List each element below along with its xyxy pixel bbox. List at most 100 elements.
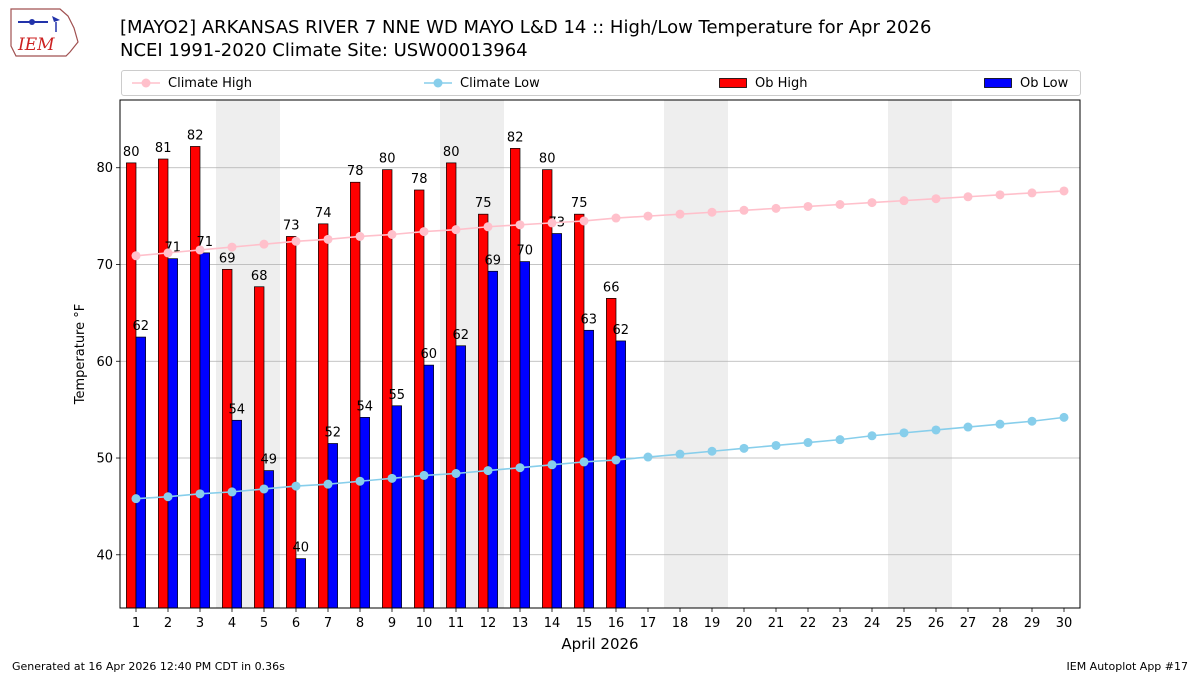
ob-low-bar bbox=[519, 261, 530, 609]
legend: Climate High Climate Low Ob High Ob Low bbox=[121, 70, 1081, 96]
ob-low-bar bbox=[423, 364, 434, 609]
legend-climate-high: Climate High bbox=[132, 71, 252, 95]
weekend-band bbox=[920, 100, 952, 608]
ob-high-bar bbox=[350, 181, 361, 609]
x-tick-label: 26 bbox=[928, 616, 945, 631]
ob-low-bar-label: 70 bbox=[517, 244, 534, 259]
chart-subtitle: NCEI 1991-2020 Climate Site: USW00013964 bbox=[120, 40, 528, 61]
ob-high-bar-label: 66 bbox=[603, 280, 620, 295]
climate-high-point bbox=[355, 231, 365, 241]
ob-high-bar bbox=[510, 148, 521, 609]
weekend-band bbox=[888, 100, 920, 608]
x-tick-label: 21 bbox=[768, 616, 785, 631]
climate-low-point bbox=[675, 449, 685, 459]
climate-low-point bbox=[771, 440, 781, 450]
climate-low-point bbox=[643, 452, 653, 462]
ob-low-bar bbox=[391, 405, 402, 609]
ob-high-bar bbox=[414, 189, 425, 609]
x-tick-label: 1 bbox=[132, 616, 140, 631]
climate-high-point bbox=[227, 242, 237, 252]
climate-low-point bbox=[995, 419, 1005, 429]
ob-low-bar-label: 55 bbox=[389, 388, 406, 403]
x-tick-label: 30 bbox=[1056, 616, 1073, 631]
x-tick-label: 17 bbox=[640, 616, 657, 631]
climate-low-point bbox=[259, 484, 269, 494]
ob-low-bar bbox=[551, 233, 562, 609]
y-tick-label: 40 bbox=[96, 548, 113, 563]
climate-low-point bbox=[707, 446, 717, 456]
ob-high-bar bbox=[542, 169, 553, 609]
ob-low-bar-label: 60 bbox=[421, 347, 438, 362]
climate-low-point bbox=[739, 443, 749, 453]
ob-high-bar bbox=[126, 162, 137, 609]
y-tick-label: 60 bbox=[96, 355, 113, 370]
x-axis-label: April 2026 bbox=[561, 635, 638, 653]
ob-high-bar-label: 75 bbox=[475, 196, 492, 211]
climate-high-point bbox=[131, 251, 141, 261]
legend-climate-low-label: Climate Low bbox=[460, 75, 540, 91]
ob-high-bar-label: 80 bbox=[539, 152, 556, 167]
ob-low-bar-label: 40 bbox=[293, 541, 310, 556]
ob-high-bar-label: 73 bbox=[283, 218, 300, 233]
climate-high-point bbox=[323, 234, 333, 244]
weekend-band bbox=[696, 100, 728, 608]
climate-low-point bbox=[483, 466, 493, 476]
climate-high-point bbox=[835, 200, 845, 210]
ob-low-bar-label: 62 bbox=[133, 319, 150, 334]
climate-high-point bbox=[899, 196, 909, 206]
y-tick-label: 80 bbox=[96, 161, 113, 176]
climate-low-point bbox=[611, 455, 621, 465]
logo-text: IEM bbox=[17, 35, 55, 55]
ob-high-bar bbox=[606, 298, 617, 609]
climate-low-point bbox=[355, 476, 365, 486]
ob-low-bar bbox=[199, 252, 210, 609]
app-credit: IEM Autoplot App #17 bbox=[1066, 660, 1189, 673]
x-tick-label: 5 bbox=[260, 616, 268, 631]
climate-high-point bbox=[259, 239, 269, 249]
legend-climate-low: Climate Low bbox=[424, 71, 540, 95]
x-tick-label: 7 bbox=[324, 616, 332, 631]
ob-high-bar-label: 74 bbox=[315, 206, 332, 221]
climate-high-point bbox=[1059, 186, 1069, 196]
x-tick-label: 13 bbox=[512, 616, 529, 631]
x-tick-label: 12 bbox=[480, 616, 497, 631]
ob-high-bar bbox=[478, 213, 489, 609]
climate-high-point bbox=[387, 229, 397, 239]
ob-high-bar bbox=[222, 268, 233, 609]
climate-low-point bbox=[387, 473, 397, 483]
climate-high-point bbox=[707, 207, 717, 217]
climate-high-point bbox=[419, 227, 429, 237]
ob-low-bar-label: 54 bbox=[357, 399, 374, 414]
x-tick-label: 20 bbox=[736, 616, 753, 631]
x-tick-label: 8 bbox=[356, 616, 364, 631]
ob-low-bar bbox=[615, 340, 626, 609]
climate-high-point bbox=[163, 248, 173, 258]
climate-low-point bbox=[931, 425, 941, 435]
climate-low-point bbox=[803, 438, 813, 448]
ob-low-bar bbox=[487, 270, 498, 609]
ob-low-bar-label: 62 bbox=[453, 328, 470, 343]
ob-high-bar-label: 80 bbox=[443, 145, 460, 160]
x-tick-label: 16 bbox=[608, 616, 625, 631]
ob-high-bar-label: 82 bbox=[187, 128, 204, 143]
climate-low-point bbox=[547, 460, 557, 470]
climate-high-point bbox=[579, 216, 589, 226]
climate-low-point bbox=[451, 469, 461, 479]
x-tick-label: 2 bbox=[164, 616, 172, 631]
climate-low-point bbox=[867, 431, 877, 441]
x-tick-label: 11 bbox=[448, 616, 465, 631]
x-tick-label: 18 bbox=[672, 616, 689, 631]
climate-high-point bbox=[995, 190, 1005, 200]
climate-high-point bbox=[963, 192, 973, 202]
climate-low-point bbox=[515, 463, 525, 473]
climate-high-line bbox=[135, 190, 1065, 257]
climate-high-point bbox=[195, 245, 205, 255]
climate-high-point bbox=[931, 194, 941, 204]
climate-low-point bbox=[835, 435, 845, 445]
climate-high-point bbox=[1027, 188, 1037, 198]
x-tick-label: 3 bbox=[196, 616, 204, 631]
ob-high-bar-label: 81 bbox=[155, 141, 172, 156]
climate-low-point bbox=[131, 494, 141, 504]
climate-high-point bbox=[771, 203, 781, 213]
x-tick-label: 22 bbox=[800, 616, 817, 631]
